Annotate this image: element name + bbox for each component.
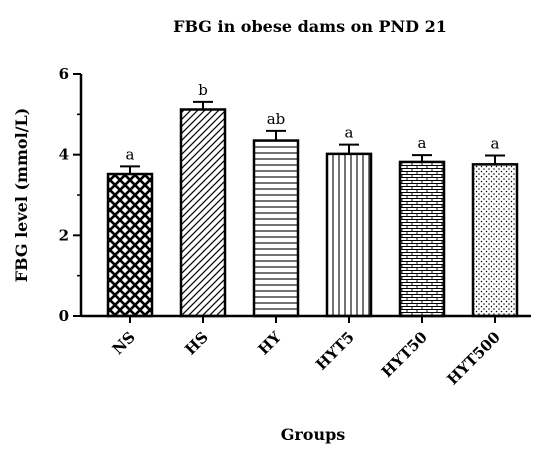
x-tick-label-hs: HS [181, 328, 211, 358]
sig-label-ns: a [126, 145, 135, 163]
bar-hs [179, 108, 227, 318]
bar-hyt5 [325, 152, 373, 318]
sig-label-hyt500: a [491, 134, 500, 152]
x-tick-label-ns: NS [109, 328, 139, 358]
x-tick-label-hyt500: HYT500 [443, 328, 503, 388]
y-tick-label-4: 4 [59, 146, 69, 164]
sig-label-hyt50: a [418, 134, 427, 152]
x-axis-label: Groups [281, 425, 346, 444]
sig-label-hy: ab [267, 110, 286, 128]
y-tick-label-0: 0 [59, 307, 69, 325]
sig-label-hs: b [198, 81, 208, 99]
bar-hyt50 [398, 160, 446, 318]
bar-ns [106, 172, 154, 318]
sig-label-hyt5: a [345, 124, 354, 142]
x-tick-label-hyt50: HYT50 [378, 328, 431, 381]
x-tick-label-hy: HY [255, 328, 286, 359]
plot-area: a NS b HS ab HY a HYT5 a HYT50 a HYT500 0 2 4 6 [59, 65, 531, 388]
y-axis-label: FBG level (mmol/L) [12, 108, 31, 283]
bar-hyt500 [471, 163, 519, 318]
x-tick-label-hyt5: HYT5 [312, 328, 358, 374]
bar-hy [252, 139, 300, 318]
y-tick-label-2: 2 [59, 226, 69, 244]
y-tick-label-6: 6 [59, 65, 69, 83]
chart-title: FBG in obese dams on PND 21 [173, 17, 447, 36]
